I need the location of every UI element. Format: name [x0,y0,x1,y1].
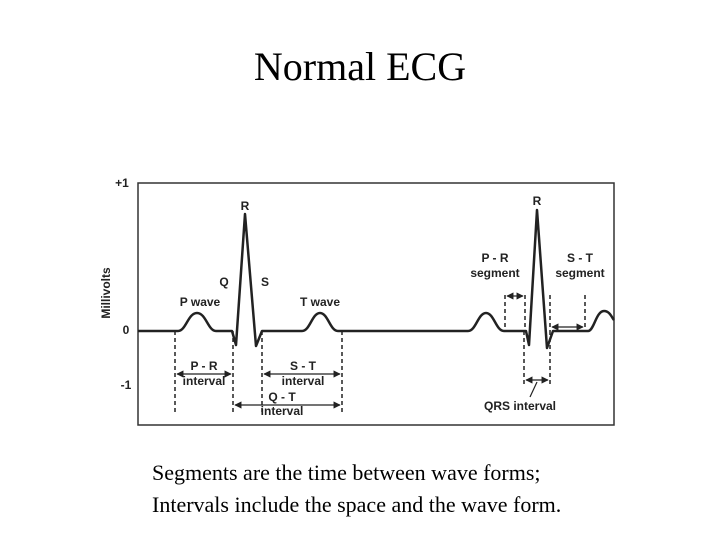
interval-name: Q - T [268,390,296,404]
interval-name: P - R [190,359,217,373]
y-tick-label: 0 [123,323,130,337]
wave-label: R [241,199,250,213]
interval-kind: interval [261,404,304,418]
wave-label: Q [219,275,228,289]
caption-line: Segments are the time between wave forms… [152,460,541,485]
y-tick-label: +1 [115,176,129,190]
segment-kind: segment [470,266,519,280]
wave-label: P wave [180,295,221,309]
qrs-label: QRS interval [484,399,556,413]
interval-name: S - T [290,359,317,373]
ecg-diagram: +1 0 -1 Millivolts R R Q S P wave T wave… [99,176,615,426]
interval-kind: interval [282,374,325,388]
segment-name: P - R [481,251,508,265]
segment-kind: segment [555,266,604,280]
title: Normal ECG [254,44,466,89]
ecg-trace [138,208,615,350]
diagram-line [529,381,538,398]
wave-label: R [533,194,542,208]
segment-name: S - T [567,251,594,265]
wave-label: T wave [300,295,340,309]
y-axis-label: Millivolts [99,267,113,319]
caption-line: Intervals include the space and the wave… [152,492,561,517]
frame [137,182,615,426]
interval-kind: interval [183,374,226,388]
wave-label: S [261,275,269,289]
y-tick-label: -1 [121,378,132,392]
